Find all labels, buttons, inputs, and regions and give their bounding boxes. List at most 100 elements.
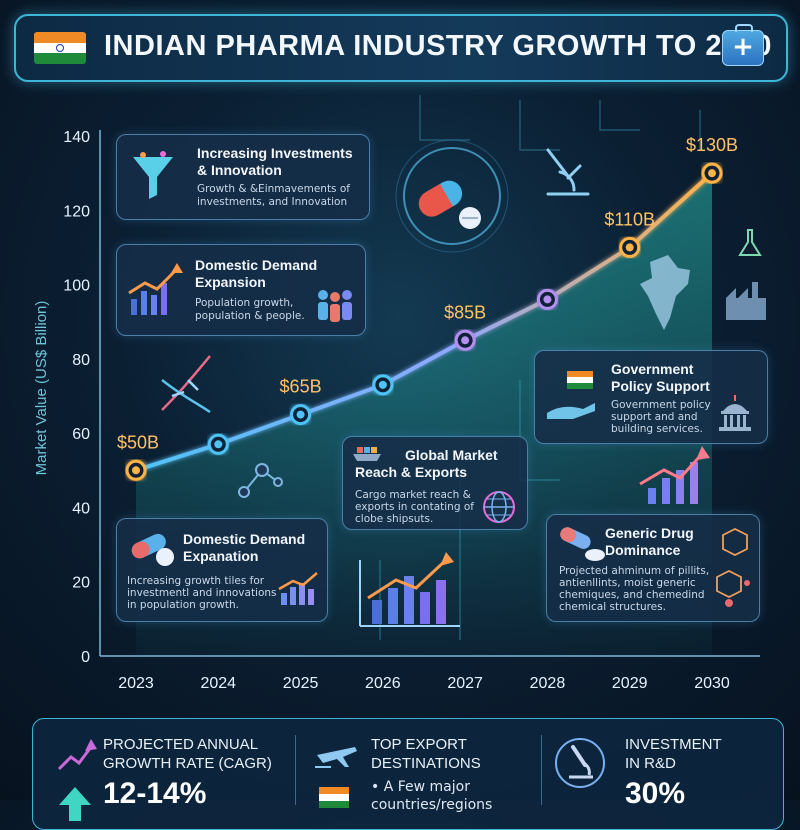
rnd-title-2: IN R&D (625, 755, 676, 772)
growth-chart-icon (128, 263, 183, 315)
cagr-value: 12-14% (103, 777, 207, 810)
exports-title-2: DESTINATIONS (371, 755, 481, 772)
card-domestic-expansion: Domestic Demand Expanation Increasing gr… (116, 518, 328, 622)
card-domestic-demand: Domestic Demand Expansion Population gro… (116, 244, 366, 336)
card-global-market-title-1: Global Market (405, 447, 498, 463)
exports-body-1: • A Few major (371, 779, 470, 795)
bar-growth-icon (359, 552, 460, 627)
card-global-market: Global Market Reach & Exports Cargo mark… (342, 436, 528, 530)
flask-icon (738, 229, 762, 256)
divider (295, 735, 296, 805)
card-government-body-2: support and and (611, 411, 698, 423)
data-label: $65B (280, 377, 322, 397)
y-tick-label: 60 (72, 426, 90, 443)
card-domestic-expansion-body-2: investmentl and innovations (127, 587, 277, 599)
cargo-ship-icon (353, 447, 381, 461)
data-label: $110B (604, 209, 655, 229)
rising-bars-icon (278, 572, 318, 605)
data-label: $130B (686, 135, 738, 155)
card-domestic-demand-title-2: Expansion (195, 274, 266, 290)
chemical-structure-icon (716, 527, 750, 607)
card-investments: Increasing Investments & Innovation Grow… (116, 134, 370, 220)
card-domestic-expansion-body-3: in population growth. (127, 599, 239, 611)
data-label: $85B (444, 302, 486, 322)
card-global-market-title-2: Reach & Exports (355, 464, 468, 480)
capsule-icon (395, 139, 509, 253)
page-title: INDIAN PHARMA INDUSTRY GROWTH TO 2030 (104, 30, 772, 62)
dna-icon (161, 355, 211, 414)
capsule-pill-icon (560, 527, 605, 561)
india-map-icon (640, 255, 690, 330)
x-tick-label: 2024 (200, 675, 236, 692)
y-tick-label: 140 (63, 129, 90, 146)
government-building-icon (719, 395, 751, 431)
card-government-body-1: Government policy (611, 399, 711, 411)
y-tick-label: 80 (72, 352, 90, 369)
card-generic-drug-body-2: antienllints, moist generic (559, 577, 696, 589)
rnd-value: 30% (625, 777, 686, 810)
card-investments-title-2: & Innovation (197, 162, 282, 178)
data-point-core (625, 243, 634, 252)
data-point-core (543, 295, 552, 304)
exports-body-2: countries/regions (371, 797, 493, 813)
card-global-market-body-1: Cargo market reach & (355, 489, 471, 501)
data-point-core (214, 440, 223, 449)
card-global-market-body-3: clobe shipsuts. (355, 513, 434, 525)
card-government-title-2: Policy Support (611, 378, 710, 394)
y-tick-label: 120 (63, 203, 90, 220)
india-flag-icon (34, 32, 86, 64)
pills-icon (131, 533, 174, 566)
card-government: Government Policy Support Government pol… (534, 350, 768, 444)
bottom-stats-panel: PROJECTED ANNUAL GROWTH RATE (CAGR) 12-1… (32, 718, 784, 830)
x-tick-label: 2027 (447, 675, 483, 692)
card-investments-title-1: Increasing Investments (197, 145, 353, 161)
data-point-core (461, 336, 470, 345)
card-domestic-expansion-body-1: Increasing growth tiles for (127, 575, 265, 587)
microscope-icon (546, 148, 590, 196)
x-tick-label: 2023 (118, 675, 154, 692)
export-growth-icon (639, 446, 710, 504)
card-generic-drug-body-1: Projected ahminum of pillits, (559, 565, 710, 577)
card-generic-drug: Generic Drug Dominance Projected ahminum… (546, 514, 760, 622)
series-line (135, 171, 714, 473)
data-point-core (296, 410, 305, 419)
card-global-market-body-2: exports in contating of (355, 501, 474, 513)
card-generic-drug-title-2: Dominance (605, 542, 681, 558)
x-tick-label: 2025 (283, 675, 319, 692)
data-label: $50B (117, 432, 159, 452)
data-point-core (378, 380, 387, 389)
funnel-icon (133, 151, 173, 199)
x-tick-label: 2030 (694, 675, 730, 692)
x-tick-label: 2029 (612, 675, 648, 692)
card-investments-body-1: Growth & &Einmavements of (197, 183, 350, 195)
card-generic-drug-body-3: chemiques, and chemedind (559, 589, 705, 601)
molecule-icon (238, 463, 283, 498)
cagr-title-2: GROWTH RATE (CAGR) (103, 755, 272, 772)
cagr-arrow-icon (57, 739, 97, 821)
card-government-body-3: building services. (611, 423, 703, 435)
airplane-flag-icon (315, 747, 357, 808)
medical-kit-icon: + (722, 24, 764, 66)
card-domestic-expansion-title-1: Domestic Demand (183, 531, 306, 547)
card-investments-body-2: investments, and Innovation (197, 196, 348, 208)
y-tick-label: 40 (72, 500, 90, 517)
title-banner: INDIAN PHARMA INDUSTRY GROWTH TO 2030 + (14, 14, 788, 82)
divider (541, 735, 542, 805)
y-tick-label: 20 (72, 575, 90, 592)
rnd-title-1: INVESTMENT (625, 736, 722, 753)
card-government-title-1: Government (611, 361, 694, 377)
card-domestic-demand-body-2: population & people. (195, 310, 305, 322)
hand-flag-icon (547, 371, 595, 419)
y-tick-label: 0 (81, 649, 90, 666)
y-axis-label: Market Value (US$ Billion) (33, 301, 50, 476)
research-microscope-icon (555, 738, 605, 788)
data-point-core (708, 169, 716, 178)
globe-icon (483, 491, 515, 523)
card-generic-drug-title-1: Generic Drug (605, 525, 694, 541)
x-tick-label: 2028 (530, 675, 566, 692)
cagr-title-1: PROJECTED ANNUAL (103, 736, 259, 753)
data-point-core (132, 466, 140, 475)
card-domestic-demand-body-1: Population growth, (195, 297, 294, 309)
card-generic-drug-body-4: chemical structures. (559, 601, 666, 613)
factory-icon (726, 282, 766, 320)
